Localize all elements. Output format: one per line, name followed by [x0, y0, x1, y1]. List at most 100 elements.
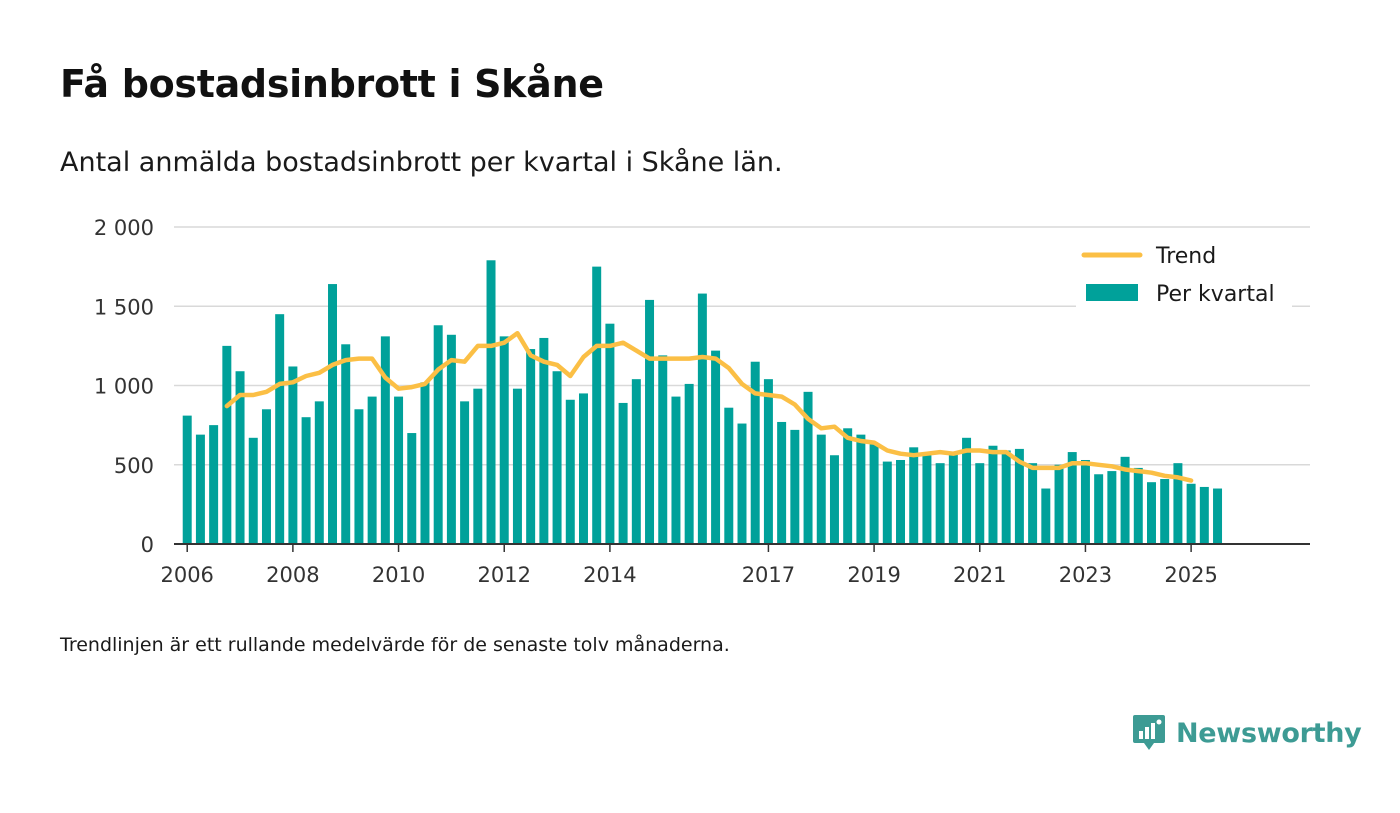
x-tick-label: 2019	[847, 563, 900, 587]
legend-label-trend: Trend	[1155, 244, 1216, 269]
bar	[235, 371, 245, 544]
bar	[526, 349, 536, 544]
bar	[975, 463, 985, 544]
bar	[578, 393, 588, 544]
x-tick-label: 2025	[1164, 563, 1217, 587]
bar	[592, 266, 602, 544]
bar	[314, 401, 324, 544]
bar	[645, 299, 655, 544]
bar	[737, 423, 747, 544]
bar	[816, 434, 826, 544]
bar	[182, 415, 192, 544]
x-tick-label: 2021	[953, 563, 1006, 587]
y-tick-label: 1 000	[94, 375, 154, 399]
bar-series	[182, 260, 1223, 544]
bar	[1041, 488, 1051, 544]
y-tick-label: 500	[114, 454, 154, 478]
bar	[1120, 456, 1130, 544]
bar	[829, 455, 839, 544]
bar	[777, 421, 787, 544]
bar	[658, 355, 668, 544]
bar	[565, 399, 575, 544]
bar	[512, 388, 522, 544]
bar	[856, 434, 866, 544]
legend: Trend Per kvartal	[1076, 234, 1292, 308]
bar	[1146, 482, 1156, 544]
bar	[195, 434, 205, 544]
bar	[803, 391, 813, 544]
bar	[420, 382, 430, 544]
trend-series	[224, 330, 1194, 483]
bar	[750, 361, 760, 544]
x-tick-label: 2023	[1059, 563, 1112, 587]
bar	[328, 284, 338, 544]
bar	[763, 379, 773, 544]
bar	[275, 314, 285, 544]
bar	[1067, 452, 1077, 544]
bar	[843, 428, 853, 544]
bar	[539, 337, 549, 544]
bar	[209, 425, 219, 544]
trend-line	[224, 330, 1194, 483]
bar	[248, 437, 258, 544]
chart-subtitle: Antal anmälda bostadsinbrott per kvartal…	[60, 147, 783, 178]
bar	[922, 455, 932, 544]
bar	[1107, 471, 1117, 544]
x-tick-label: 2010	[372, 563, 425, 587]
bar	[394, 396, 404, 544]
bar	[433, 325, 443, 544]
bar	[1054, 464, 1064, 544]
bar	[354, 409, 364, 544]
bar	[1080, 459, 1090, 544]
bar	[1001, 450, 1011, 544]
bar	[288, 366, 298, 544]
bar	[605, 323, 615, 544]
bar-chart: 0 500 1 000 1 500 2 000 2006 2008 2010 2012 2014 2…	[94, 216, 1310, 587]
bar	[460, 401, 470, 544]
bar	[1213, 488, 1223, 544]
legend-bar-swatch	[1086, 284, 1138, 301]
y-tick-label: 2 000	[94, 216, 154, 240]
bar	[697, 293, 707, 544]
bar	[486, 260, 496, 544]
bar	[948, 452, 958, 544]
bar	[301, 417, 311, 544]
bar	[473, 388, 483, 544]
bar	[869, 444, 879, 544]
x-tick-label: 2012	[478, 563, 531, 587]
bar	[988, 445, 998, 544]
bar	[684, 383, 694, 544]
bar	[499, 336, 509, 544]
bar	[407, 433, 417, 544]
bar	[1160, 479, 1170, 544]
bar	[1028, 463, 1038, 544]
y-tick-label: 0	[141, 533, 154, 557]
bar	[790, 429, 800, 544]
axes: 0 500 1 000 1 500 2 000 2006 2008 2010 2012 2014 2…	[94, 216, 1310, 587]
bar	[631, 379, 641, 544]
x-tick-label: 2008	[266, 563, 319, 587]
bar	[618, 402, 628, 544]
bar	[1199, 486, 1209, 544]
bar	[935, 463, 945, 544]
bar	[671, 396, 681, 544]
bar	[446, 334, 456, 544]
bar	[882, 461, 892, 544]
x-tick-label: 2017	[742, 563, 795, 587]
bar	[1014, 448, 1024, 544]
bar	[222, 345, 232, 544]
x-tick-label: 2006	[160, 563, 213, 587]
y-tick-label: 1 500	[94, 295, 154, 319]
bar	[711, 350, 721, 544]
newsworthy-logo: Newsworthy	[1132, 712, 1362, 754]
bar	[896, 459, 906, 544]
chart-title: Få bostadsinbrott i Skåne	[60, 62, 604, 106]
chart-bubble-icon	[1133, 715, 1165, 750]
bar	[962, 437, 972, 544]
bar	[1094, 474, 1104, 544]
bar	[552, 371, 562, 544]
bar	[261, 409, 271, 544]
bar	[1186, 483, 1196, 544]
bar	[1133, 467, 1143, 544]
legend-label-per-kvartal: Per kvartal	[1156, 282, 1275, 307]
